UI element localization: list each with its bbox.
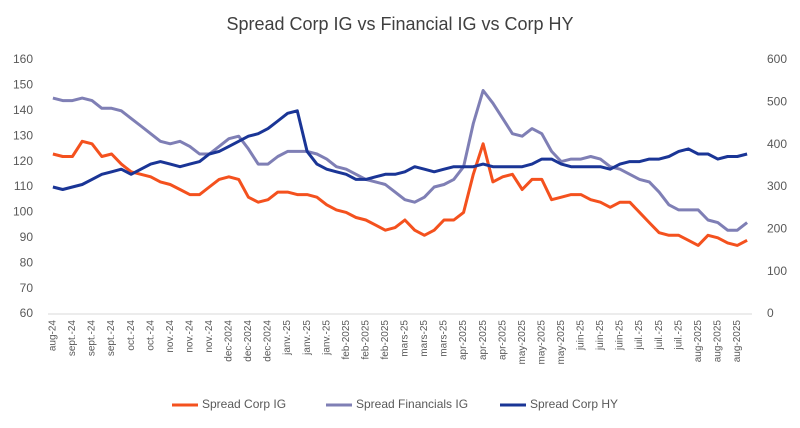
x-tick-label: mars-25	[419, 320, 430, 357]
y2-tick-label: 200	[767, 222, 787, 236]
y-tick-label: 80	[20, 255, 34, 269]
y-tick-label: 150	[13, 78, 33, 92]
x-tick-label: aug-2025	[693, 320, 704, 363]
y-tick-label: 160	[13, 52, 33, 66]
series-line	[52, 89, 749, 232]
x-tick-label: juin-25	[576, 320, 587, 351]
x-tick-label: dec-2024	[224, 320, 235, 362]
y2-tick-label: 100	[767, 264, 787, 278]
series-line	[52, 109, 748, 191]
x-tick-label: may-2025	[556, 320, 567, 365]
x-tick-label: janv.-25	[321, 320, 332, 356]
x-tick-label: sept.-24	[87, 320, 98, 357]
y-tick-label: 70	[20, 281, 34, 295]
x-tick-label: nov.-24	[184, 320, 195, 353]
x-tick-label: janv.-25	[302, 320, 313, 356]
x-tick-label: feb-2025	[360, 320, 371, 360]
x-tick-label: feb-2025	[341, 320, 352, 360]
x-tick-label: oct.-24	[126, 320, 137, 351]
x-tick-label: may-2025	[517, 320, 528, 365]
x-tick-label: apr-2025	[478, 320, 489, 360]
x-tick-label: juil.-25	[634, 320, 645, 351]
x-tick-label: sept.-24	[106, 320, 117, 357]
chart-title: Spread Corp IG vs Financial IG vs Corp H…	[226, 14, 573, 34]
x-tick-label: apr-2025	[497, 320, 508, 360]
x-tick-label: nov.-24	[165, 320, 176, 353]
x-tick-label: oct.-24	[145, 320, 156, 351]
y-tick-label: 140	[13, 103, 33, 117]
y2-tick-label: 400	[767, 137, 787, 151]
x-tick-label: janv.-25	[282, 320, 293, 356]
y-tick-label: 60	[20, 306, 34, 320]
y2-tick-label: 600	[767, 52, 787, 66]
y2-tick-label: 500	[767, 95, 787, 109]
x-tick-label: mars-25	[400, 320, 411, 357]
x-tick-label: dec-2024	[263, 320, 274, 362]
x-tick-label: juin-25	[595, 320, 606, 351]
y2-tick-label: 0	[767, 306, 774, 320]
y2-tick-label: 300	[767, 179, 787, 193]
x-tick-label: aug-24	[48, 320, 59, 352]
x-tick-label: aug-2025	[732, 320, 743, 363]
x-tick-label: aug-2025	[712, 320, 723, 363]
x-tick-label: apr-2025	[458, 320, 469, 360]
legend-label: Spread Corp HY	[530, 397, 618, 411]
y-tick-label: 100	[13, 205, 33, 219]
legend-label: Spread Corp IG	[202, 397, 286, 411]
x-tick-label: dec-2024	[243, 320, 254, 362]
x-tick-label: juin-25	[615, 320, 626, 351]
x-tick-label: juil.-25	[673, 320, 684, 351]
y-tick-label: 120	[13, 154, 33, 168]
series-line	[52, 139, 748, 247]
x-tick-label: feb-2025	[380, 320, 391, 360]
x-tick-label: sept.-24	[67, 320, 78, 357]
y-tick-label: 90	[20, 230, 34, 244]
x-tick-label: juil.-25	[654, 320, 665, 351]
x-tick-label: nov.-24	[204, 320, 215, 353]
x-tick-label: mars-25	[439, 320, 450, 357]
x-tick-label: may-2025	[536, 320, 547, 365]
y-tick-label: 130	[13, 128, 33, 142]
y-tick-label: 110	[14, 179, 33, 193]
legend-label: Spread Financials IG	[356, 397, 468, 411]
